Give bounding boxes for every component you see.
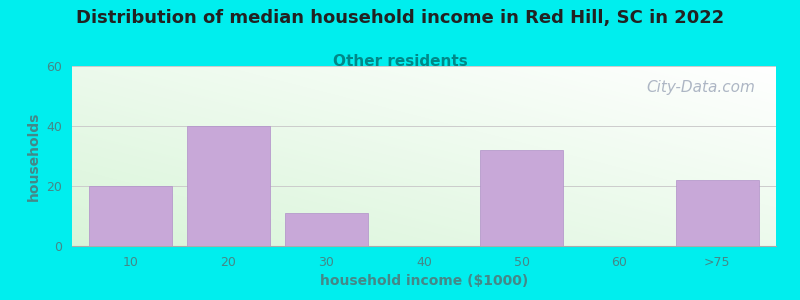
Text: Other residents: Other residents: [333, 54, 467, 69]
X-axis label: household income ($1000): household income ($1000): [320, 274, 528, 288]
Text: Distribution of median household income in Red Hill, SC in 2022: Distribution of median household income …: [76, 9, 724, 27]
Bar: [285, 213, 368, 246]
Text: City-Data.com: City-Data.com: [646, 80, 755, 95]
Bar: [187, 126, 270, 246]
Bar: [676, 180, 759, 246]
Y-axis label: households: households: [27, 111, 41, 201]
Bar: [480, 150, 563, 246]
Bar: [89, 186, 172, 246]
